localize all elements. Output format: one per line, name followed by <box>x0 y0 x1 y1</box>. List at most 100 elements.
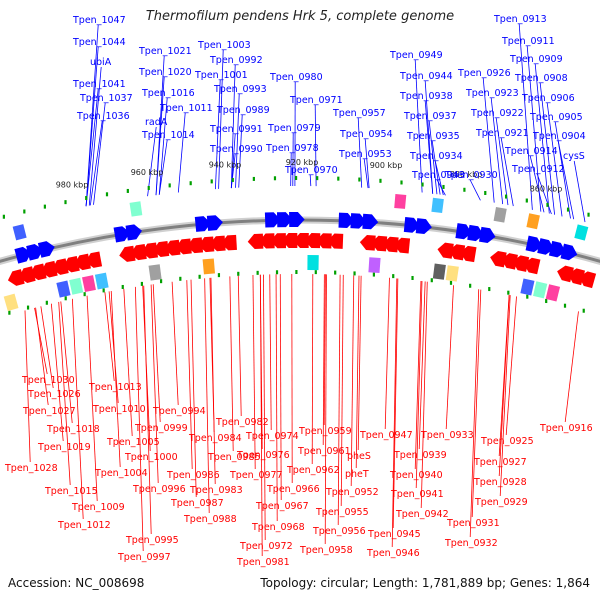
reverse-gene-arrow <box>359 235 376 251</box>
bottom-gene-label: Tpen_0985 <box>207 452 261 463</box>
bottom-gene-labels: Tpen_1030 Tpen_1026 Tpen_1027 Tpen_1018 Tpen… <box>4 375 593 568</box>
top-leader-line <box>177 112 186 193</box>
top-leader-lines <box>85 23 586 223</box>
top-leader-line <box>230 64 236 189</box>
track-tick <box>392 274 395 279</box>
feature-box <box>202 258 215 275</box>
bottom-leader-line <box>357 275 362 451</box>
reverse-gene-arrow <box>187 237 204 254</box>
bottom-gene-label: pheS <box>347 451 371 462</box>
bottom-gene-label: Tpen_1005 <box>106 437 160 448</box>
track-tick <box>504 194 508 199</box>
track-tick <box>43 204 46 209</box>
bottom-gene-label: Tpen_1010 <box>92 404 146 415</box>
top-leader-line <box>158 139 168 195</box>
feature-box <box>129 201 143 217</box>
reverse-gene-arrow <box>382 236 399 253</box>
track-tick <box>217 273 221 278</box>
top-leader-line <box>539 82 556 215</box>
top-gene-label: Tpen_1020 <box>138 67 192 78</box>
bottom-gene-label: pheT <box>345 469 369 480</box>
bottom-leader-line <box>229 276 234 452</box>
scale-label: 960 kbp <box>131 168 164 177</box>
top-gene-label: Tpen_0970 <box>284 165 338 176</box>
top-leader-line <box>290 152 292 187</box>
bottom-gene-label: Tpen_1018 <box>46 424 100 435</box>
track-tick <box>587 212 590 217</box>
bottom-leader-line <box>471 289 482 518</box>
forward-gene-arrow <box>338 212 355 229</box>
bottom-gene-label: Tpen_0967 <box>255 501 309 512</box>
bottom-gene-label: Tpen_0931 <box>446 518 500 529</box>
bottom-leader-line <box>24 310 31 463</box>
track-tick <box>231 177 234 182</box>
feature-box <box>3 293 19 312</box>
top-gene-label: Tpen_0905 <box>529 112 583 123</box>
bottom-gene-label: Tpen_1015 <box>44 486 98 497</box>
track-tick <box>64 296 67 301</box>
bottom-leader-line <box>392 278 399 529</box>
track-tick <box>168 183 171 188</box>
track-tick <box>159 279 163 284</box>
top-gene-label: Tpen_0914 <box>504 146 558 157</box>
bottom-gene-label: Tpen_1009 <box>71 502 125 513</box>
top-leader-line <box>526 45 542 212</box>
track-tick <box>442 184 445 189</box>
top-leader-line <box>357 117 363 188</box>
forward-gene-arrow <box>289 212 305 228</box>
bottom-gene-label: Tpen_0987 <box>170 498 224 509</box>
feature-box <box>493 206 507 223</box>
bottom-leader-line <box>123 288 133 437</box>
top-gene-label: Tpen_0937 <box>403 111 457 122</box>
top-gene-label: Tpen_1047 <box>72 15 126 26</box>
forward-gene-arrow <box>194 216 211 232</box>
forward-gene-arrow <box>415 218 432 235</box>
bottom-gene-label: Tpen_0929 <box>474 497 528 508</box>
top-gene-label: Tpen_0990 <box>209 144 263 155</box>
forward-gene-arrow <box>206 215 223 231</box>
bottom-gene-label: Tpen_0976 <box>236 450 290 461</box>
top-leader-line <box>147 126 157 197</box>
bottom-gene-label: Tpen_0997 <box>117 552 171 563</box>
track-tick <box>400 180 403 185</box>
top-leader-line <box>85 46 99 207</box>
top-gene-label: Tpen_0949 <box>389 50 443 61</box>
top-leader-line <box>482 77 495 203</box>
reverse-gene-arrow <box>501 253 518 270</box>
track-tick <box>526 294 529 299</box>
top-gene-label: Tpen_1016 <box>141 88 195 99</box>
bottom-leader-line <box>143 285 152 535</box>
reverse-gene-arrow <box>448 244 466 261</box>
track-tick <box>2 214 5 219</box>
reverse-gene-arrow <box>568 268 586 286</box>
bottom-gene-label: Tpen_0986 <box>166 470 220 481</box>
bottom-leader-line <box>263 274 266 541</box>
track-tick <box>105 192 109 197</box>
feature-box <box>574 224 589 241</box>
bottom-leader-lines <box>24 274 579 557</box>
track-tick <box>147 185 150 190</box>
bottom-leader-line <box>337 274 341 526</box>
forward-gene-arrow <box>276 212 293 228</box>
feature-box <box>432 263 446 280</box>
top-gene-label: Tpen_0913 <box>493 14 547 25</box>
reverse-gene-arrow <box>557 265 574 283</box>
bottom-leader-line <box>505 296 517 436</box>
reverse-gene-arrow <box>7 269 25 286</box>
bottom-leader-line <box>420 281 428 509</box>
bottom-gene-label: Tpen_0925 <box>480 436 534 447</box>
reverse-gene-arrow <box>153 241 170 258</box>
bottom-leader-line <box>60 301 73 424</box>
top-leader-line <box>235 93 240 188</box>
top-leader-line <box>314 104 317 187</box>
forward-gene-arrow <box>264 212 281 228</box>
bottom-leader-line <box>86 295 98 502</box>
top-gene-label: Tpen_0904 <box>532 131 586 142</box>
track-tick <box>488 287 491 292</box>
bottom-gene-label: Tpen_0941 <box>390 489 444 500</box>
track-tick <box>314 270 317 275</box>
bottom-gene-label: Tpen_0940 <box>389 470 443 481</box>
scale-label: 880 kbp <box>450 170 483 179</box>
feature-box <box>12 224 27 241</box>
track-tick <box>334 270 337 275</box>
